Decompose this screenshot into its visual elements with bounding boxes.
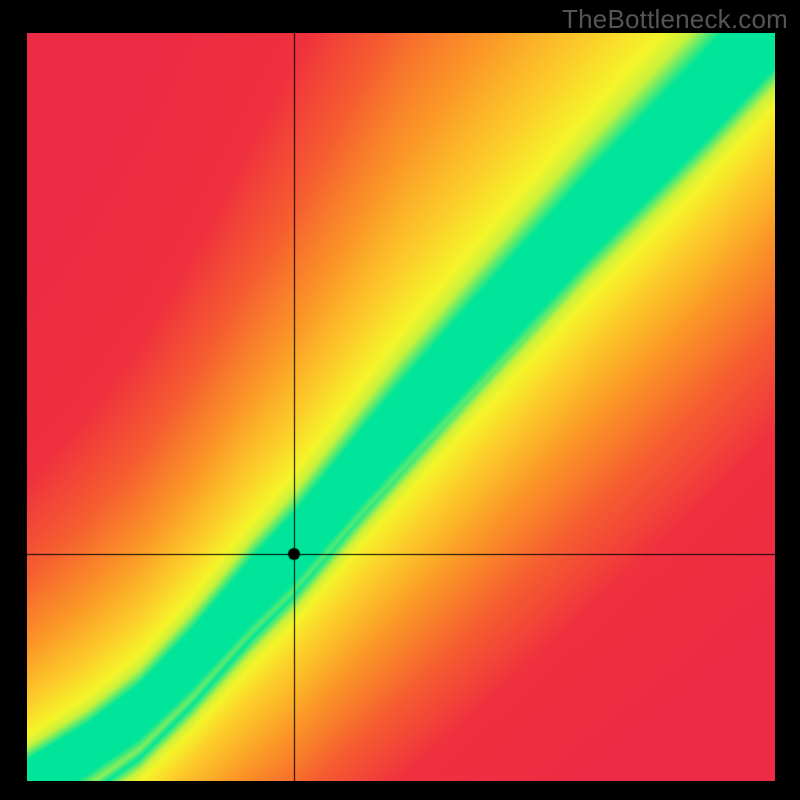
- heatmap-canvas: [27, 33, 775, 781]
- chart-container: TheBottleneck.com: [0, 0, 800, 800]
- watermark-text: TheBottleneck.com: [562, 4, 788, 35]
- heatmap-plot: [27, 33, 775, 781]
